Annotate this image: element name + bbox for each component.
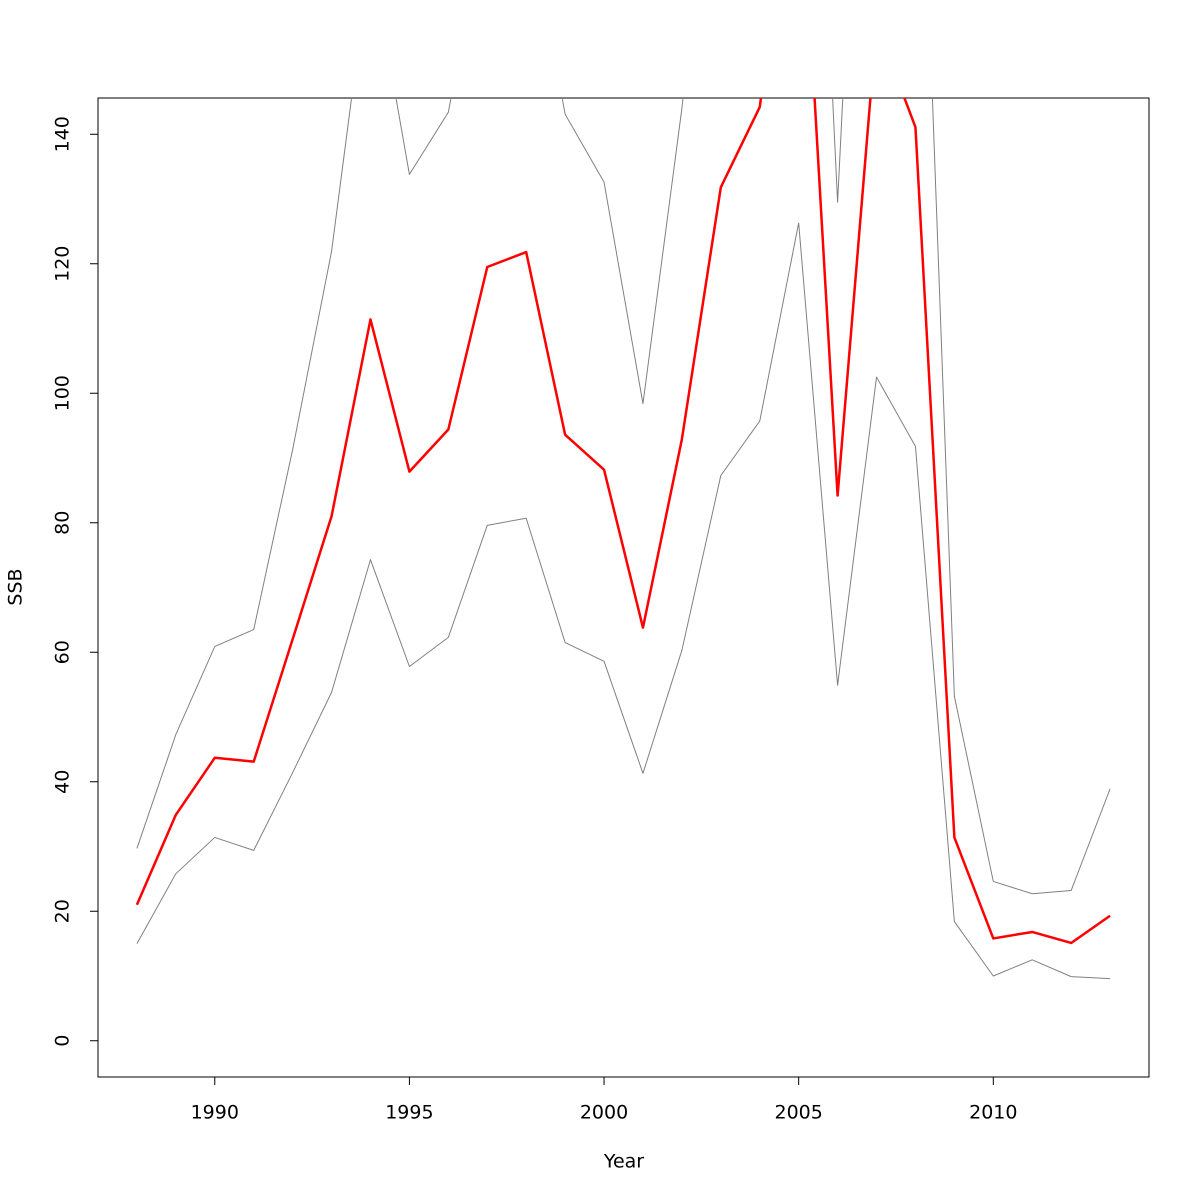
- y-tick-label: 120: [52, 246, 74, 282]
- x-tick-label: 2005: [774, 1102, 822, 1124]
- y-axis-title: SSB: [5, 568, 27, 605]
- x-axis-title: Year: [603, 1151, 644, 1173]
- y-tick-label: 100: [52, 375, 74, 411]
- plot-frame: [97, 97, 1150, 1078]
- y-tick-label: 20: [52, 899, 74, 923]
- y-tick-label: 140: [52, 116, 74, 152]
- series-line: [135, 98, 1111, 945]
- y-tick-label: 40: [52, 770, 74, 794]
- x-tick-label: 2000: [580, 1102, 628, 1124]
- series-line: [136, 98, 1111, 895]
- y-tick-label: 0: [52, 1035, 74, 1047]
- series-line: [136, 222, 1111, 980]
- x-tick-label: 1995: [385, 1102, 433, 1124]
- plot-area: [135, 98, 1111, 980]
- y-tick-label: 60: [52, 640, 74, 664]
- y-tick-label: 80: [52, 511, 74, 535]
- x-tick-label: 1990: [191, 1102, 239, 1124]
- x-tick-label: 2010: [969, 1102, 1017, 1124]
